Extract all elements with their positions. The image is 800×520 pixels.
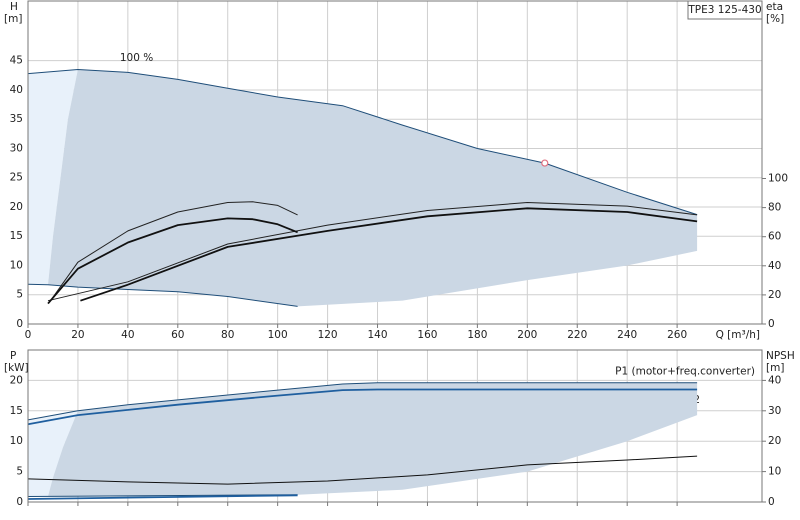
y-tick-label: 10 [10, 435, 23, 447]
y2-tick-label: 80 [768, 202, 781, 214]
curve [47, 202, 698, 302]
curve [27, 494, 298, 497]
y2-tick-label: 40 [768, 260, 781, 272]
x-tick-label: 180 [467, 329, 487, 341]
y-tick-label: 15 [10, 405, 23, 417]
x-tick-label: 60 [171, 329, 184, 341]
range-area [48, 382, 698, 497]
y-axis-title: P [10, 350, 16, 362]
y2-axis-title: NPSH [766, 350, 795, 362]
x-tick-label: 0 [25, 329, 32, 341]
y-tick-label: 20 [10, 374, 23, 386]
y2-tick-label: 40 [768, 374, 781, 386]
y2-tick-label: 100 [768, 173, 788, 185]
y-axis-unit: [m] [4, 13, 22, 25]
plot-frame [27, 349, 763, 503]
y2-tick-label: 0 [768, 318, 775, 330]
x-tick-label: 20 [71, 329, 84, 341]
y2-tick-label: 30 [768, 405, 781, 417]
curve [27, 69, 698, 216]
x-tick-label: 160 [417, 329, 437, 341]
y-tick-label: 25 [10, 172, 23, 184]
y2-tick-label: 20 [768, 289, 781, 301]
x-axis-title-bg [718, 328, 762, 342]
y-tick-label: 40 [10, 84, 23, 96]
y-tick-label: 0 [16, 318, 23, 330]
series-layer [27, 382, 698, 500]
x-tick-label: 260 [667, 329, 687, 341]
duty-point [541, 159, 549, 167]
y-axis-title: H [10, 1, 18, 13]
y2-axis-title: eta [766, 1, 783, 13]
x-tick-label: 80 [221, 329, 234, 341]
curve [47, 217, 298, 305]
curve [27, 455, 698, 485]
y-tick-label: 0 [16, 496, 23, 508]
range-area [48, 69, 698, 307]
range-area [28, 410, 78, 497]
y-tick-label: 20 [10, 201, 23, 213]
curve [27, 382, 698, 421]
x-tick-label: 240 [617, 329, 637, 341]
y-tick-label: 15 [10, 230, 23, 242]
curve [27, 494, 298, 500]
x-tick-label: 220 [567, 329, 587, 341]
plot-frame [27, 0, 763, 325]
x-axis-title: Q [m³/h] [716, 329, 760, 341]
curve [27, 283, 298, 307]
range-area [28, 69, 78, 285]
y2-tick-label: 10 [768, 466, 781, 478]
y-tick-label: 5 [16, 466, 23, 478]
y2-tick-label: 60 [768, 231, 781, 243]
y2-axis-unit: [%] [766, 13, 784, 25]
curve [80, 207, 698, 302]
y-axis-unit: [kW] [4, 362, 29, 374]
curve [27, 388, 698, 426]
x-tick-label: 100 [268, 329, 288, 341]
x-tick-label: 120 [318, 329, 338, 341]
y-tick-label: 45 [10, 55, 23, 67]
y2-tick-label: 0 [768, 496, 775, 508]
y2-axis-unit: [m] [766, 362, 784, 374]
y-tick-label: 5 [16, 289, 23, 301]
y2-tick-label: 20 [768, 435, 781, 447]
y-tick-label: 35 [10, 113, 23, 125]
chart-title: TPE3 125-430 [687, 4, 761, 16]
curve-label: 100 % [120, 52, 153, 64]
x-tick-label: 200 [517, 329, 537, 341]
series-layer [27, 69, 698, 307]
title-box [687, 0, 763, 20]
y-tick-label: 10 [10, 259, 23, 271]
x-tick-label: 40 [121, 329, 134, 341]
curve-label: P1 (motor+freq.converter) [615, 365, 755, 377]
y-tick-label: 30 [10, 142, 23, 154]
curve [50, 201, 298, 301]
x-tick-label: 140 [368, 329, 388, 341]
